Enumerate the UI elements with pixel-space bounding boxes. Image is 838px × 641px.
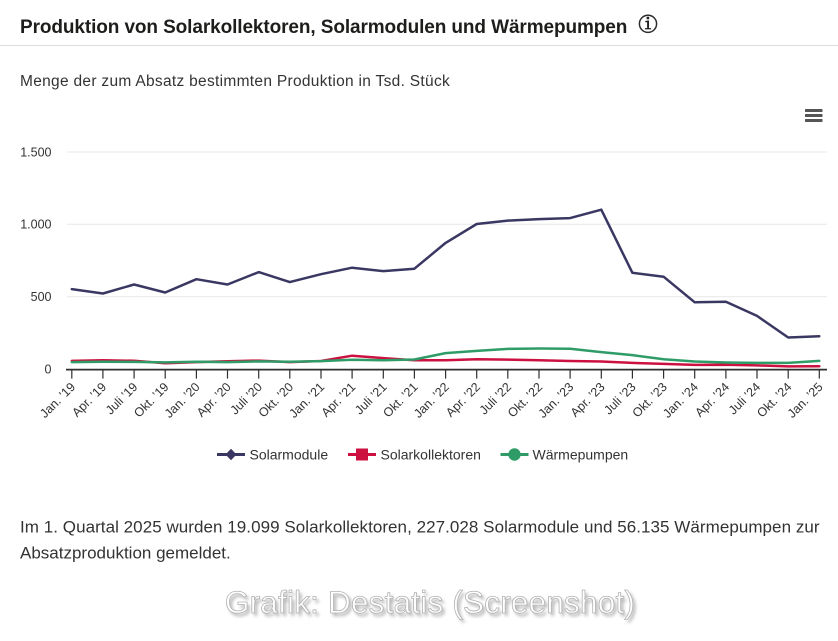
svg-text:1.500: 1.500: [20, 145, 51, 159]
svg-text:Wärmepumpen: Wärmepumpen: [533, 446, 629, 462]
svg-text:Produktion von Solarkollektore: Produktion von Solarkollektoren, Solarmo…: [20, 17, 627, 38]
svg-text:Menge der zum Absatz bestimmte: Menge der zum Absatz bestimmten Produkti…: [20, 73, 450, 90]
svg-text:Grafik: Destatis (Screenshot): Grafik: Destatis (Screenshot): [227, 587, 637, 623]
svg-text:Absatzproduktion gemeldet.: Absatzproduktion gemeldet.: [20, 544, 231, 563]
svg-text:Im 1. Quartal 2025 wurden 19.0: Im 1. Quartal 2025 wurden 19.099 Solarko…: [20, 518, 820, 537]
svg-text:500: 500: [31, 290, 52, 304]
svg-text:Solarmodule: Solarmodule: [250, 446, 329, 462]
svg-text:1.000: 1.000: [20, 218, 51, 232]
svg-text:0: 0: [45, 362, 52, 376]
svg-text:Solarkollektoren: Solarkollektoren: [381, 446, 481, 462]
svg-text:Grafik: Destatis (Screenshot): Grafik: Destatis (Screenshot): [225, 584, 635, 620]
